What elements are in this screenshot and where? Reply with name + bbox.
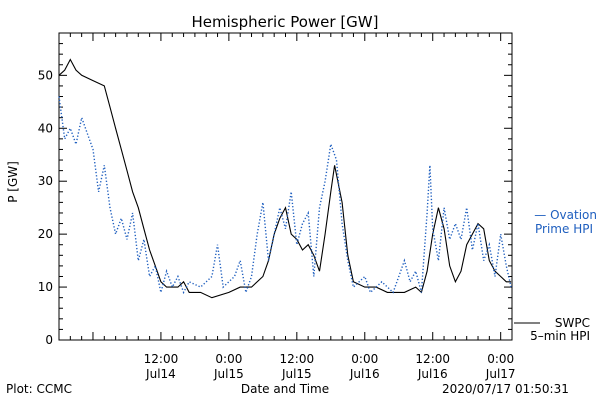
legend-ovation-label-1: — Ovation	[534, 208, 597, 222]
plot-credit: Plot: CCMC	[6, 382, 72, 396]
x-axis-label: Date and Time	[241, 382, 329, 396]
x-tick-label-date: Jul16	[349, 367, 380, 381]
series-ovation-line	[58, 96, 512, 296]
x-tick-label-time: 0:00	[215, 352, 242, 366]
y-tick-label: 50	[38, 68, 53, 82]
x-tick-label-date: Jul14	[145, 367, 176, 381]
legend-swpc-label-2: 5–min HPI	[530, 329, 590, 343]
x-tick-label-time: 12:00	[415, 352, 450, 366]
legend-swpc-label-1: SWPC	[555, 316, 590, 330]
x-tick-label-time: 0:00	[351, 352, 378, 366]
y-axis: 0 10 20 30 40 50	[38, 43, 512, 347]
x-tick-label-time: 12:00	[144, 352, 179, 366]
x-tick-label-time: 0:00	[487, 352, 514, 366]
y-tick-label: 20	[38, 227, 53, 241]
series-group	[58, 58, 512, 299]
series-swpc-line	[58, 58, 512, 299]
x-tick-label-date: Jul15	[213, 367, 244, 381]
y-axis-label: P [GW]	[6, 161, 20, 203]
legend-ovation-label-2: Prime HPI	[535, 222, 593, 236]
x-tick-label-date: Jul15	[281, 367, 312, 381]
plot-frame	[58, 32, 513, 341]
x-axis: 12:00Jul140:00Jul1512:00Jul150:00Jul1612…	[58, 33, 516, 381]
x-tick-label-date: Jul16	[417, 367, 448, 381]
y-tick-label: 30	[38, 174, 53, 188]
plot-timestamp: 2020/07/17 01:50:31	[442, 382, 569, 396]
chart-title: Hemispheric Power [GW]	[192, 13, 379, 31]
x-tick-label-date: Jul17	[485, 367, 516, 381]
y-tick-label: 40	[38, 121, 53, 135]
x-tick-label-time: 12:00	[280, 352, 315, 366]
y-tick-label: 0	[45, 333, 53, 347]
y-tick-label: 10	[38, 280, 53, 294]
